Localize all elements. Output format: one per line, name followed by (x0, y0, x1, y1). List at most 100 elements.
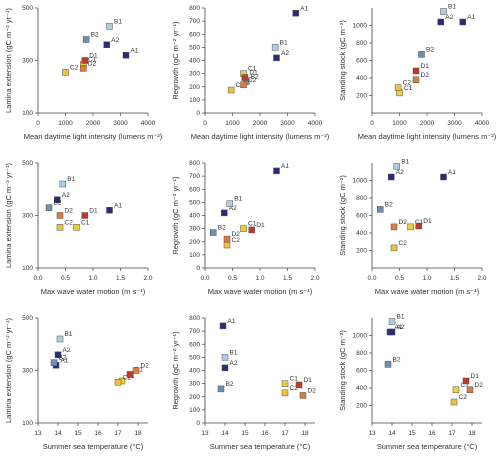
y-axis-label: Lamina extension (gC m⁻² yr⁻¹) (4, 7, 13, 113)
point-label: C1 (415, 219, 424, 226)
data-point-b1 (388, 318, 396, 325)
point-label: C2 (65, 219, 74, 226)
x-tick-label: 16 (428, 430, 436, 437)
y-tick-label: 0 (196, 110, 200, 117)
point-label: D2 (65, 208, 74, 215)
x-tick-label: 3000 (113, 120, 128, 127)
y-tick-label: 600 (189, 186, 200, 193)
y-tick-label: 300 (22, 58, 33, 65)
y-tick-label: 500 (189, 199, 200, 206)
data-point-c1 (407, 223, 414, 231)
x-tick-label: 13 (201, 430, 209, 437)
point-label: B2 (91, 32, 99, 39)
y-tick-label: 300 (189, 71, 200, 78)
point-label: A2 (396, 169, 404, 176)
point-label: D2 (248, 77, 257, 84)
x-tick-label: 2.0 (143, 275, 152, 282)
y-tick-label: 600 (189, 341, 200, 348)
x-tick-label: 1.0 (255, 275, 264, 282)
y-tick-label: 400 (356, 385, 367, 392)
point-label: B1 (448, 4, 456, 11)
x-tick-label: 2.0 (310, 275, 319, 282)
data-point-a1 (273, 167, 280, 175)
y-axis-label: Standing stock (gC m⁻²) (338, 20, 347, 101)
y-tick-label: 800 (189, 5, 200, 12)
data-point-b2 (45, 204, 53, 211)
x-tick-label: 13 (368, 430, 376, 437)
data-point-c2 (56, 224, 64, 231)
x-tick-label: 0.0 (200, 275, 209, 282)
data-point-d2 (390, 223, 398, 231)
point-label: A2 (111, 37, 119, 44)
data-point-a2 (388, 328, 396, 336)
point-label: D2 (399, 219, 408, 226)
y-tick-label: 1000 (353, 333, 368, 340)
data-point-b2 (217, 385, 225, 393)
data-point-a2 (54, 196, 61, 203)
point-label: A1 (114, 202, 122, 209)
point-label: C2 (232, 237, 241, 244)
data-point-c2 (390, 244, 398, 252)
point-label: A2 (62, 192, 70, 199)
point-label: A1 (131, 47, 139, 54)
data-point-b1 (271, 44, 279, 51)
point-label: C2 (236, 82, 245, 89)
point-label: A1 (395, 324, 403, 331)
y-tick-label: 700 (189, 173, 200, 180)
x-tick-label: 17 (448, 430, 456, 437)
x-tick-label: 17 (281, 430, 289, 437)
scatter-panel-8: 13 14 15 16 17 18 0 100 200 300 400 500 600 700 800 Sum… (171, 315, 316, 451)
y-tick-label: 700 (189, 328, 200, 335)
data-point-b1 (226, 200, 233, 207)
x-tick-label: 2000 (253, 120, 268, 127)
data-point-c1 (452, 386, 460, 393)
point-label: B1 (397, 314, 405, 321)
point-label: D1 (89, 53, 98, 60)
data-point-c2 (281, 389, 289, 397)
point-label: B1 (401, 159, 409, 166)
x-axis-label: Max wave water motion (m s⁻¹) (208, 287, 313, 296)
data-point-b1 (59, 180, 66, 188)
y-tick-label: 300 (189, 226, 200, 233)
x-tick-label: 0 (370, 120, 374, 127)
x-tick-label: 16 (94, 430, 102, 437)
point-label: C2 (123, 374, 132, 381)
y-tick-label: 400 (356, 230, 367, 237)
y-tick-label: 800 (189, 160, 200, 167)
x-axis-label: Mean daytime light intensity (lumens m⁻²… (24, 132, 163, 141)
axis-frame (204, 318, 315, 424)
y-tick-label: 200 (189, 84, 200, 91)
scatter-panel-6: 0.0 0.5 1.0 1.5 2.0 200 400 600 800 1000 Max wave … (338, 159, 487, 297)
y-tick-label: 200 (356, 403, 367, 410)
point-label: A2 (281, 50, 289, 57)
point-label: A2 (63, 347, 71, 354)
data-point-d2 (223, 235, 231, 243)
y-tick-label: 800 (356, 195, 367, 202)
data-point-c2 (450, 398, 458, 406)
data-point-d1 (81, 57, 88, 64)
point-label: C1 (88, 56, 97, 63)
x-tick-label: 4000 (141, 120, 156, 127)
data-point-d1 (126, 371, 134, 378)
y-tick-label: 1000 (353, 23, 368, 30)
data-point-a1 (106, 207, 113, 214)
y-tick-label: 300 (22, 213, 33, 220)
y-axis-label: Standing stock (gC m⁻²) (338, 175, 347, 256)
point-label: B2 (426, 46, 434, 53)
point-label: C1 (461, 382, 470, 389)
y-tick-label: 500 (22, 160, 33, 167)
point-label: B1 (230, 349, 238, 356)
data-point-d1 (415, 222, 422, 230)
y-tick-label: 600 (189, 31, 200, 38)
data-point-d1 (241, 74, 249, 81)
point-label: B1 (234, 196, 242, 203)
point-label: D1 (304, 377, 313, 384)
y-axis-label: Standing stock (gC m⁻²) (338, 330, 347, 411)
x-tick-label: 18 (134, 430, 142, 437)
y-tick-label: 100 (22, 265, 33, 272)
data-point-d1 (295, 381, 303, 389)
point-label: A2 (230, 360, 238, 367)
data-point-d2 (466, 386, 474, 393)
y-tick-label: 200 (356, 248, 367, 255)
